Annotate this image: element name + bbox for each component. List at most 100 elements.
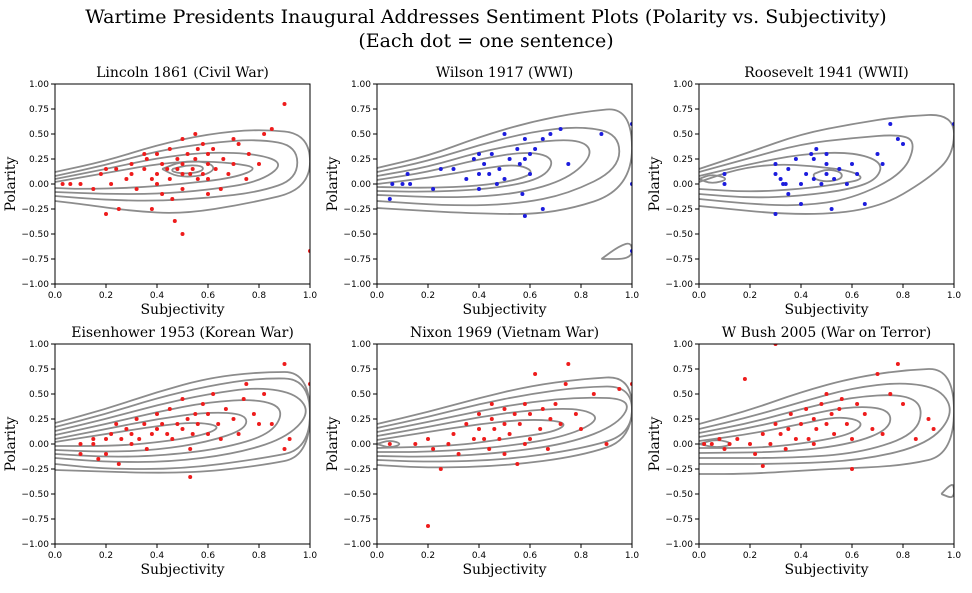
sentence-point — [799, 422, 803, 426]
sentence-point — [206, 162, 210, 166]
sentence-point — [129, 432, 134, 436]
sentence-point — [172, 219, 177, 223]
sentence-point — [824, 162, 829, 166]
sentence-point — [799, 202, 803, 206]
sentence-point — [129, 172, 134, 176]
sentence-point — [862, 202, 867, 206]
sentence-point — [522, 157, 527, 161]
sentence-point — [507, 157, 512, 161]
y-tick-label: −0.25 — [343, 465, 371, 475]
sentence-point — [287, 437, 292, 441]
y-tick-label: −1.00 — [665, 540, 693, 550]
sentence-point — [793, 437, 798, 441]
sentence-point — [477, 412, 481, 416]
sentence-point — [773, 422, 778, 426]
x-axis-label: Subjectivity — [462, 562, 546, 578]
sentence-point — [735, 437, 740, 441]
sentence-point — [257, 162, 261, 166]
sentence-point — [502, 407, 507, 411]
sentence-point — [528, 152, 532, 156]
sentence-point — [804, 407, 809, 411]
sentence-point — [783, 182, 788, 186]
sentence-point — [160, 162, 165, 166]
x-axis-label: Subjectivity — [784, 562, 868, 578]
sentence-point — [895, 362, 900, 366]
sentence-point — [895, 137, 900, 141]
sentence-point — [155, 412, 159, 416]
density-contour-5 — [377, 385, 632, 463]
y-tick-label: 0.50 — [673, 130, 693, 140]
sentence-point — [760, 432, 765, 436]
y-tick-label: 0.75 — [351, 105, 371, 115]
sentence-point — [142, 167, 147, 171]
sentence-point — [512, 412, 517, 416]
sentence-point — [748, 442, 752, 446]
density-contour-2 — [377, 419, 565, 449]
x-tick-label: 0.6 — [201, 551, 216, 561]
sentence-point — [134, 417, 139, 421]
sentence-point — [832, 177, 837, 181]
sentence-point — [387, 197, 392, 201]
sentence-point — [540, 207, 545, 211]
density-contour-3 — [377, 139, 591, 199]
density-contour-2 — [699, 163, 862, 193]
sentence-point — [558, 127, 563, 131]
sentence-point — [109, 182, 114, 186]
sentence-point — [604, 442, 609, 446]
sentence-point — [438, 467, 443, 471]
sentence-point — [931, 427, 936, 431]
x-tick-label: 0.8 — [896, 551, 911, 561]
sentence-point — [837, 407, 842, 411]
points-group — [387, 122, 632, 253]
y-tick-label: 0.75 — [29, 105, 49, 115]
figure-subtitle: (Each dot = one sentence) — [358, 30, 614, 52]
density-contour-5 — [55, 377, 310, 470]
sentence-point — [579, 427, 583, 431]
sentence-point — [262, 392, 267, 396]
sentence-point — [160, 192, 165, 196]
y-tick-label: 1.00 — [673, 340, 693, 350]
x-tick-label: 1.0 — [625, 291, 640, 301]
sentence-point — [241, 397, 246, 401]
sentence-point — [566, 162, 571, 166]
sentence-point — [753, 452, 758, 456]
sentence-point — [786, 427, 791, 431]
sentence-point — [819, 182, 824, 186]
sentence-point — [464, 177, 469, 181]
x-tick-label: 0.8 — [574, 291, 589, 301]
sentence-point — [78, 452, 83, 456]
sentence-point — [104, 212, 108, 216]
sentence-point — [91, 187, 96, 191]
sentence-point — [60, 182, 65, 186]
sentence-point — [236, 142, 241, 146]
sentence-point — [566, 362, 571, 366]
x-tick-label: 0.8 — [896, 291, 911, 301]
x-tick-label: 0.8 — [574, 551, 589, 561]
sentence-point — [180, 232, 185, 236]
sentence-point — [839, 397, 844, 401]
y-tick-label: 1.00 — [29, 80, 49, 90]
sentence-point — [773, 162, 778, 166]
subplot-6: 0.0 0.2 0.4 0.6 0.8 1.0 −1.00 −0.75 −0.50 −0.25 0.… — [647, 325, 961, 578]
sentence-point — [788, 412, 793, 416]
sentence-point — [722, 172, 727, 176]
contour-group — [699, 114, 954, 215]
sentence-point — [773, 172, 778, 176]
y-tick-label: 0.00 — [351, 440, 371, 450]
density-contour-3 — [699, 406, 892, 454]
sentence-point — [489, 417, 494, 421]
sentence-point — [231, 137, 236, 141]
y-tick-label: 0.25 — [351, 415, 371, 425]
density-contour-6 — [600, 242, 632, 260]
sentence-point — [282, 102, 287, 106]
points-group — [722, 122, 954, 216]
sentence-point — [811, 442, 816, 446]
sentence-point — [104, 167, 108, 171]
sentence-point — [200, 402, 205, 406]
sentence-point — [497, 167, 502, 171]
points-group — [702, 344, 936, 471]
sentence-point — [502, 177, 507, 181]
sentence-point — [226, 172, 231, 176]
sentence-point — [282, 362, 287, 366]
sentence-point — [760, 464, 765, 468]
